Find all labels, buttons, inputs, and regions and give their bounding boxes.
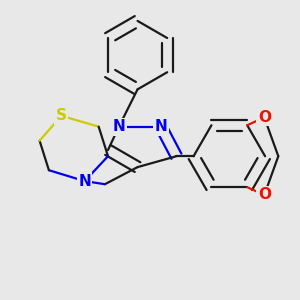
Text: O: O: [258, 188, 271, 202]
Text: N: N: [78, 174, 91, 189]
Text: N: N: [154, 119, 167, 134]
Text: O: O: [258, 110, 271, 125]
Text: S: S: [56, 108, 67, 123]
Text: N: N: [112, 119, 125, 134]
